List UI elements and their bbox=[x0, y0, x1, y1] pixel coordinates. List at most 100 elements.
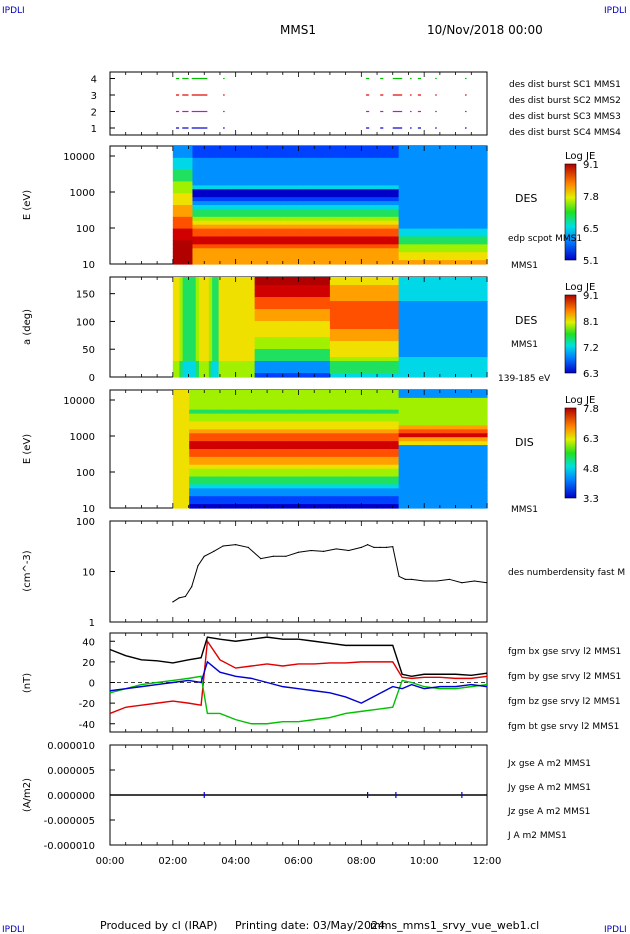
spectrogram-cell bbox=[185, 277, 190, 282]
spectrogram-cell bbox=[313, 240, 318, 245]
spectrogram-cell bbox=[257, 317, 262, 322]
spectrogram-cell bbox=[333, 169, 338, 175]
spectrogram-cell bbox=[329, 248, 334, 253]
spectrogram-cell bbox=[483, 165, 488, 171]
spectrogram-cell bbox=[382, 146, 387, 151]
spectrogram-cell bbox=[261, 353, 266, 358]
spectrogram-cell bbox=[316, 208, 321, 214]
spectrogram-cell bbox=[241, 361, 246, 366]
spectrogram-cell bbox=[257, 289, 262, 294]
spectrogram-cell bbox=[398, 337, 403, 342]
spectrogram-cell bbox=[221, 333, 226, 338]
spectrogram-cell bbox=[343, 181, 347, 186]
spectrogram-cell bbox=[388, 212, 393, 218]
spectrogram-cell bbox=[297, 317, 302, 322]
spectrogram-cell bbox=[326, 256, 331, 261]
spectrogram-cell bbox=[480, 236, 485, 241]
spectrogram-cell bbox=[231, 277, 236, 282]
spectrogram-cell bbox=[477, 236, 482, 241]
spectrogram-cell bbox=[339, 321, 344, 326]
spectrogram-cell bbox=[225, 345, 230, 350]
spectrogram-cell bbox=[424, 325, 429, 330]
spectrogram-cell bbox=[356, 216, 360, 222]
spectrogram-cell bbox=[388, 177, 393, 182]
spectrogram-cell bbox=[284, 353, 288, 358]
spectrogram-cell bbox=[208, 248, 213, 253]
spectrogram-cell bbox=[274, 277, 279, 282]
spectrogram-cell bbox=[434, 373, 439, 378]
spectrogram-cell bbox=[208, 349, 213, 354]
spectrogram-cell bbox=[287, 189, 292, 194]
spectrogram-cell bbox=[280, 197, 285, 202]
spectrogram-cell bbox=[388, 305, 393, 310]
spectrogram-cell bbox=[359, 208, 364, 214]
spectrogram-cell bbox=[329, 177, 334, 182]
spectrogram-cell bbox=[326, 244, 331, 249]
spectrogram-cell bbox=[339, 353, 344, 358]
spectrogram-cell bbox=[379, 252, 383, 257]
spectrogram-cell bbox=[480, 224, 485, 230]
spectrogram-cell bbox=[189, 228, 194, 234]
spectrogram-cell bbox=[372, 345, 377, 350]
spectrogram-cell bbox=[424, 169, 429, 175]
spectrogram-cell bbox=[202, 317, 207, 322]
spectrogram-cell bbox=[228, 289, 233, 294]
spectrogram-cell bbox=[451, 240, 455, 245]
spectrogram-cell bbox=[323, 181, 328, 186]
spectrogram-cell bbox=[212, 313, 216, 318]
spectrogram-cell bbox=[297, 337, 302, 342]
spectrogram-cell bbox=[329, 285, 334, 290]
spectrogram-cell bbox=[293, 260, 298, 265]
spectrogram-cell bbox=[470, 232, 475, 238]
spectrogram-cell bbox=[431, 337, 436, 342]
spectrogram-cell bbox=[284, 345, 288, 350]
spectrogram-cell bbox=[457, 256, 462, 261]
spectrogram-cell bbox=[251, 153, 256, 159]
spectrogram-cell bbox=[280, 309, 285, 314]
spectrogram-cell bbox=[388, 252, 393, 257]
spectrogram-cell bbox=[277, 281, 282, 286]
spectrogram-cell bbox=[451, 228, 455, 234]
spectrogram-cell bbox=[192, 201, 197, 206]
spectrogram-cell bbox=[431, 305, 436, 310]
spectrogram-cell bbox=[349, 165, 354, 171]
spectrogram-cell bbox=[428, 281, 432, 286]
spectrogram-cell bbox=[418, 201, 423, 206]
spectrogram-cell bbox=[297, 169, 302, 175]
spectrogram-cell bbox=[375, 357, 380, 362]
spectrogram-cell bbox=[454, 205, 459, 210]
spectrogram-cell bbox=[248, 337, 252, 342]
spectrogram-cell bbox=[290, 353, 295, 358]
spectrogram-cell bbox=[379, 337, 383, 342]
spectrogram-cell bbox=[248, 353, 252, 358]
spectrogram-cell bbox=[431, 313, 436, 318]
spectrogram-cell bbox=[241, 201, 246, 206]
spectrogram-cell bbox=[437, 220, 442, 226]
spectrogram-cell bbox=[346, 361, 351, 366]
spectrogram-cell bbox=[362, 321, 367, 326]
spectrogram-cell bbox=[411, 289, 416, 294]
spectrogram-cell bbox=[251, 240, 256, 245]
spectrogram-cell bbox=[267, 256, 272, 261]
spectrogram-cell bbox=[221, 146, 226, 151]
spectrogram-cell bbox=[251, 236, 256, 241]
des-pitch-spectrogram bbox=[172, 277, 488, 378]
spectrogram-cell bbox=[257, 301, 262, 306]
spectrogram-cell bbox=[415, 361, 419, 366]
spectrogram-cell bbox=[225, 220, 230, 226]
spectrogram-cell bbox=[418, 157, 423, 163]
spectrogram-cell bbox=[365, 361, 370, 366]
spectrogram-cell bbox=[277, 289, 282, 294]
spectrogram-cell bbox=[280, 177, 285, 182]
spectrogram-cell bbox=[346, 289, 351, 294]
spectrogram-cell bbox=[346, 224, 351, 230]
spectrogram-cell bbox=[271, 224, 275, 230]
spectrogram-cell bbox=[480, 189, 485, 194]
spectrogram-cell bbox=[218, 161, 223, 167]
spectrogram-cell bbox=[192, 193, 197, 198]
spectrogram-cell bbox=[326, 216, 331, 222]
spectrogram-cell bbox=[244, 228, 249, 234]
spectrogram-cell bbox=[218, 220, 223, 226]
spectrogram-cell bbox=[185, 365, 190, 370]
spectrogram-cell bbox=[225, 205, 230, 210]
